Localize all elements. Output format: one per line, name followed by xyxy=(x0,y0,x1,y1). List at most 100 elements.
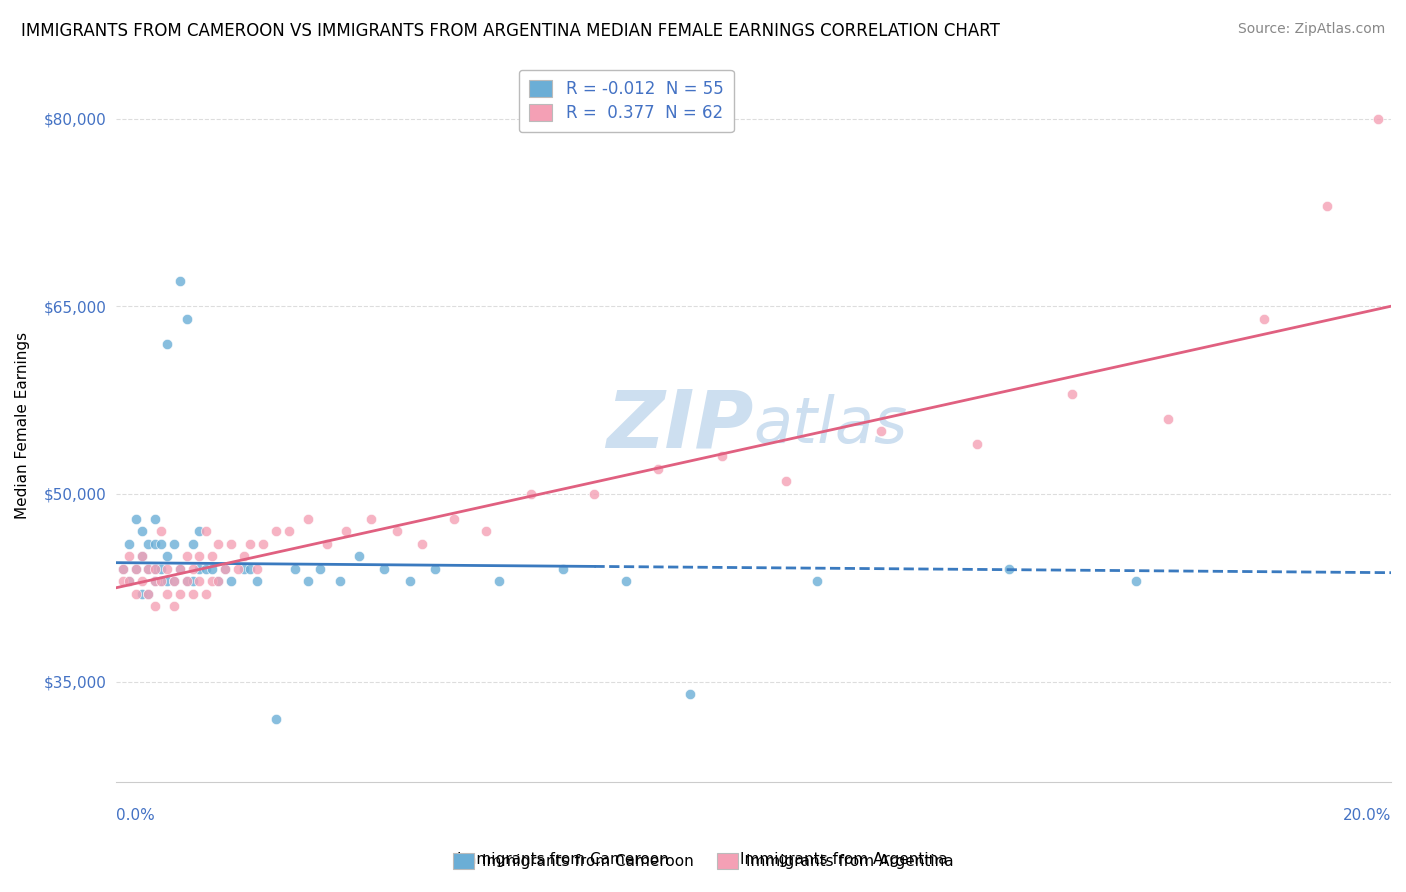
Point xyxy=(647,462,669,476)
Point xyxy=(163,537,186,551)
Point xyxy=(385,524,408,539)
Point xyxy=(775,475,797,489)
Point xyxy=(169,562,191,576)
Text: Immigrants from Argentina: Immigrants from Argentina xyxy=(740,852,948,867)
Point xyxy=(315,537,337,551)
Point xyxy=(219,537,242,551)
Point xyxy=(328,574,350,589)
Point xyxy=(150,574,173,589)
Point xyxy=(519,487,541,501)
Point xyxy=(176,574,198,589)
Point xyxy=(138,562,160,576)
Point xyxy=(335,524,357,539)
Text: 0.0%: 0.0% xyxy=(117,808,155,823)
Point xyxy=(252,537,274,551)
Y-axis label: Median Female Earnings: Median Female Earnings xyxy=(15,332,30,518)
Point xyxy=(176,549,198,564)
Point xyxy=(181,537,204,551)
Text: IMMIGRANTS FROM CAMEROON VS IMMIGRANTS FROM ARGENTINA MEDIAN FEMALE EARNINGS COR: IMMIGRANTS FROM CAMEROON VS IMMIGRANTS F… xyxy=(21,22,1000,40)
Point xyxy=(207,574,229,589)
Text: 20.0%: 20.0% xyxy=(1343,808,1391,823)
Point xyxy=(111,562,134,576)
Point xyxy=(118,574,141,589)
Point xyxy=(138,562,160,576)
Point xyxy=(143,537,166,551)
Point xyxy=(124,512,146,526)
Point xyxy=(156,574,179,589)
Point xyxy=(188,562,211,576)
Point xyxy=(188,524,211,539)
Point xyxy=(806,574,828,589)
Point xyxy=(398,574,420,589)
Text: ZIP: ZIP xyxy=(606,386,754,464)
Point xyxy=(239,537,262,551)
Point xyxy=(1253,311,1275,326)
Point xyxy=(111,574,134,589)
Point xyxy=(219,574,242,589)
Point xyxy=(111,562,134,576)
Point xyxy=(870,425,893,439)
Point xyxy=(131,549,153,564)
Point xyxy=(710,450,733,464)
Point xyxy=(1062,386,1084,401)
Point xyxy=(143,574,166,589)
Point xyxy=(1157,412,1180,426)
Point xyxy=(150,562,173,576)
Point xyxy=(150,574,173,589)
Legend: R = -0.012  N = 55, R =  0.377  N = 62: R = -0.012 N = 55, R = 0.377 N = 62 xyxy=(519,70,734,132)
Point xyxy=(239,562,262,576)
Point xyxy=(138,537,160,551)
Point xyxy=(181,562,204,576)
Point xyxy=(214,562,236,576)
Point xyxy=(614,574,637,589)
Point xyxy=(138,587,160,601)
Point xyxy=(201,562,224,576)
Point xyxy=(143,562,166,576)
Point xyxy=(423,562,446,576)
Point xyxy=(143,512,166,526)
Point xyxy=(360,512,382,526)
Point xyxy=(188,549,211,564)
Point xyxy=(143,574,166,589)
Point xyxy=(118,537,141,551)
Point xyxy=(201,574,224,589)
Point xyxy=(181,587,204,601)
Point xyxy=(284,562,307,576)
Point xyxy=(143,599,166,614)
Point xyxy=(264,712,287,726)
Point xyxy=(583,487,606,501)
Point xyxy=(475,524,498,539)
Point xyxy=(309,562,332,576)
Point xyxy=(188,574,211,589)
Legend: Immigrants from Cameroon, Immigrants from Argentina: Immigrants from Cameroon, Immigrants fro… xyxy=(447,847,959,875)
Point xyxy=(169,562,191,576)
Point xyxy=(201,549,224,564)
Point xyxy=(181,574,204,589)
Point xyxy=(373,562,395,576)
Point xyxy=(163,574,186,589)
Point xyxy=(207,574,229,589)
Point xyxy=(150,524,173,539)
Text: Source: ZipAtlas.com: Source: ZipAtlas.com xyxy=(1237,22,1385,37)
Point xyxy=(411,537,433,551)
Point xyxy=(966,437,988,451)
Point xyxy=(443,512,465,526)
Point xyxy=(194,562,217,576)
Point xyxy=(156,549,179,564)
Point xyxy=(194,587,217,601)
Point xyxy=(214,562,236,576)
Point xyxy=(246,562,269,576)
Point xyxy=(246,574,269,589)
Point xyxy=(124,587,146,601)
Point xyxy=(143,562,166,576)
Point xyxy=(118,574,141,589)
Point xyxy=(207,537,229,551)
Point xyxy=(131,549,153,564)
Point xyxy=(277,524,299,539)
Point xyxy=(124,562,146,576)
Point xyxy=(131,524,153,539)
Point xyxy=(150,537,173,551)
Point xyxy=(169,587,191,601)
Point xyxy=(156,562,179,576)
Point xyxy=(169,274,191,288)
